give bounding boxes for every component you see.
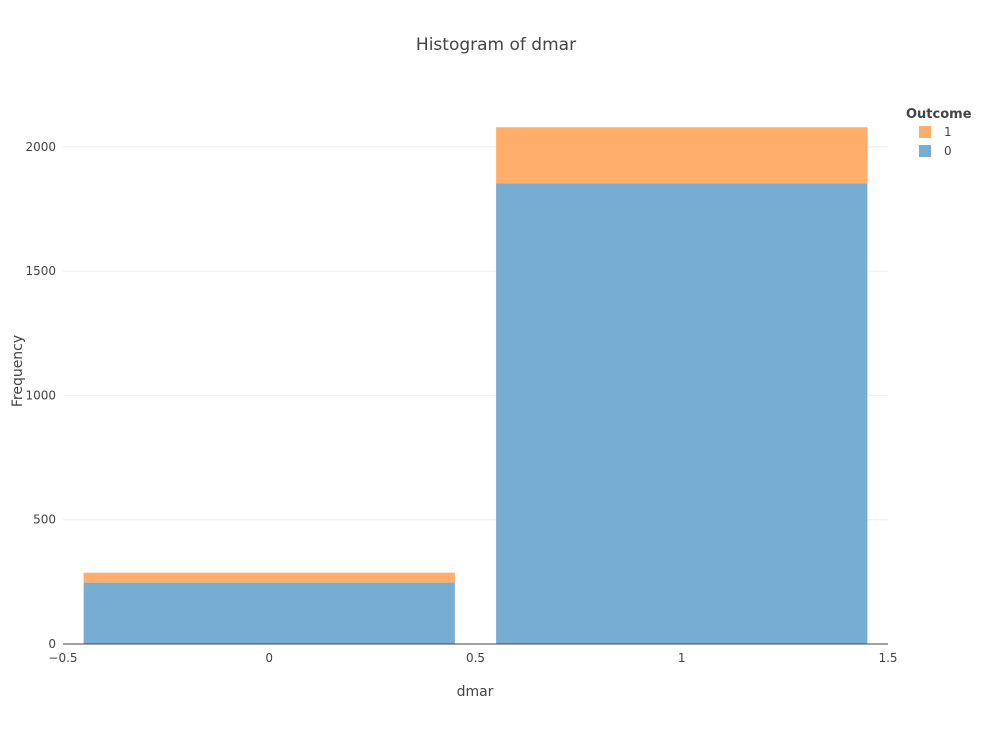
bar-outcome-1-dmar-0[interactable]	[83, 572, 455, 583]
x-tick-label: 1.5	[878, 651, 897, 665]
legend-swatch-1[interactable]	[919, 126, 931, 138]
legend-swatch-0[interactable]	[919, 145, 931, 157]
bar-outcome-0-dmar-0[interactable]	[83, 582, 455, 644]
x-tick-label: −0.5	[48, 651, 77, 665]
bars	[83, 127, 868, 644]
y-tick-label: 1000	[25, 388, 56, 402]
x-axis-title: dmar	[457, 684, 494, 700]
bar-outcome-1-dmar-1[interactable]	[496, 127, 868, 184]
x-ticks: −0.5 0 0.5 1 1.5	[48, 651, 897, 665]
y-tick-label: 2000	[25, 140, 56, 154]
x-tick-label: 0	[265, 651, 273, 665]
y-ticks: 0 500 1000 1500 2000	[25, 140, 56, 651]
x-tick-label: 0.5	[466, 651, 485, 665]
bar-outcome-0-dmar-1[interactable]	[496, 183, 868, 644]
x-tick-label: 1	[678, 651, 686, 665]
legend: Outcome 1 0	[906, 107, 972, 158]
y-tick-label: 500	[33, 513, 56, 527]
legend-label-0[interactable]: 0	[944, 144, 952, 158]
legend-label-1[interactable]: 1	[944, 125, 952, 139]
y-tick-label: 1500	[25, 264, 56, 278]
y-tick-label: 0	[48, 637, 56, 651]
y-axis-title: Frequency	[10, 335, 26, 407]
legend-title: Outcome	[906, 107, 972, 122]
chart-title: Histogram of dmar	[416, 35, 576, 55]
